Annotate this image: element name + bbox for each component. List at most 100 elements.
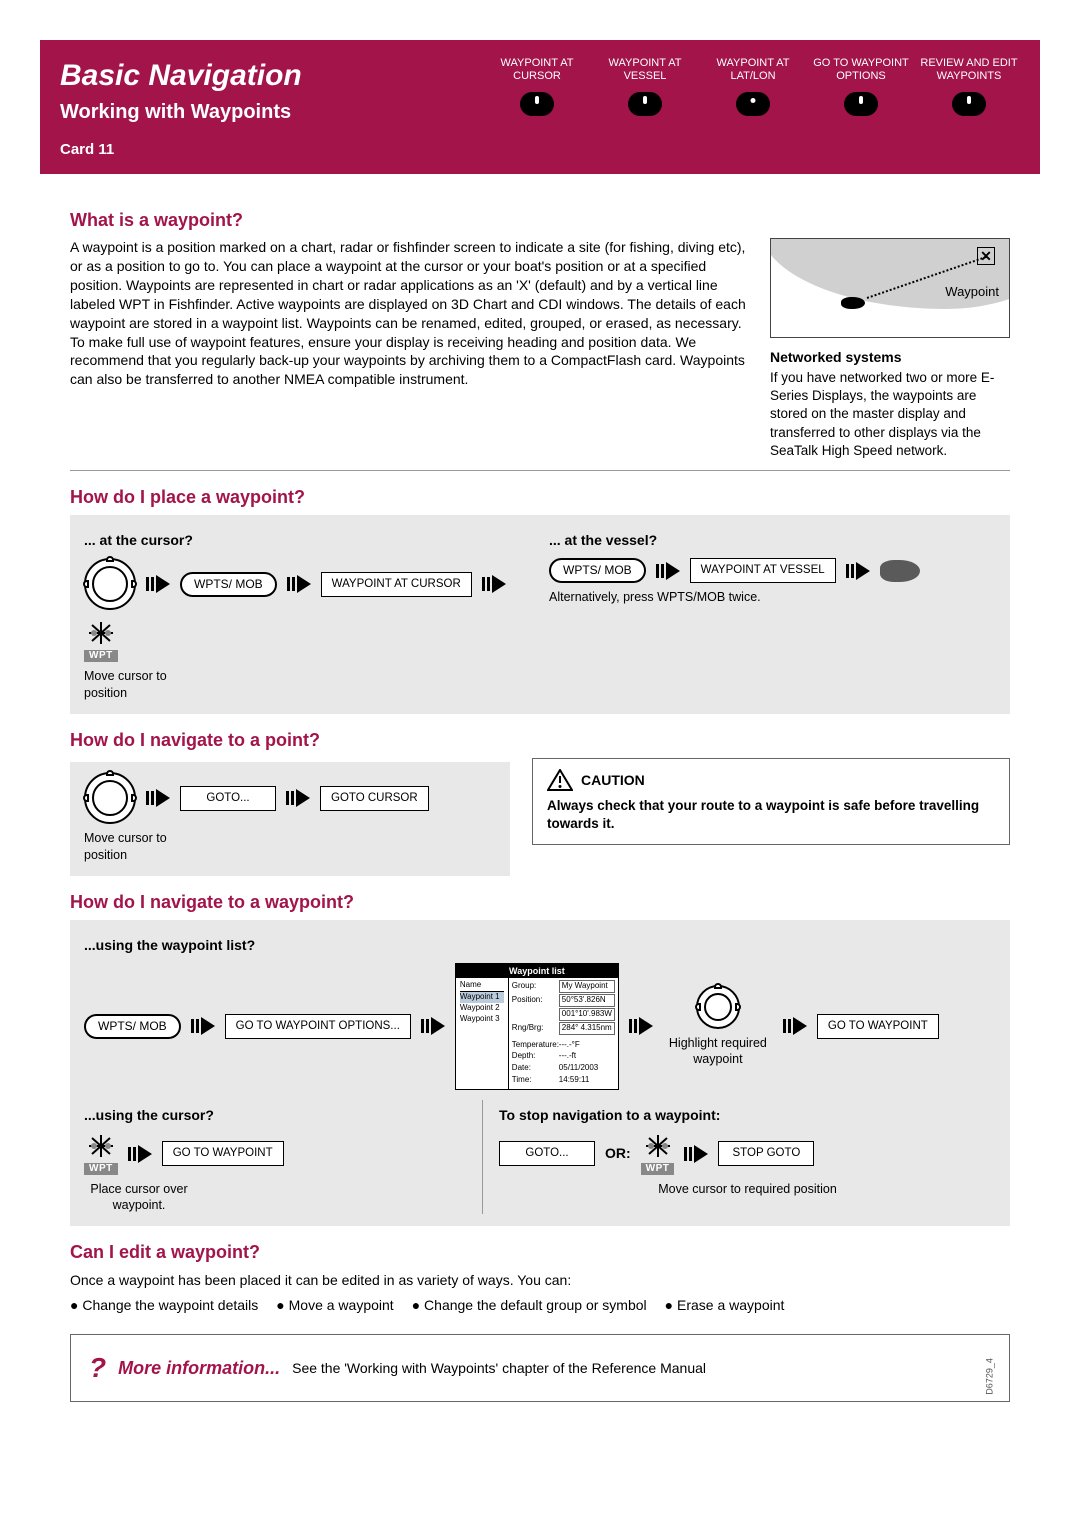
wplist-title: Waypoint list: [456, 964, 618, 978]
heading-what: What is a waypoint?: [70, 208, 1010, 232]
navpoint-panel: GOTO... GOTO CURSOR Move cursor to posit…: [70, 762, 510, 876]
wplist-group: My Waypoint: [559, 980, 615, 993]
wplist-item[interactable]: Waypoint 2: [460, 1003, 504, 1014]
wpts-mob-key[interactable]: WPTS/ MOB: [549, 558, 646, 583]
softkey-button[interactable]: [520, 92, 554, 116]
bullet-item: Move a waypoint: [276, 1296, 393, 1315]
trackpad-icon: [696, 985, 740, 1029]
wplist-pos1: 50°53'.826N: [559, 994, 615, 1007]
or-text: OR:: [605, 1144, 631, 1163]
question-icon: ?: [89, 1349, 106, 1387]
trackpad-icon: [84, 772, 136, 824]
waypoint-cursor-button[interactable]: WAYPOINT AT CURSOR: [321, 572, 472, 597]
wpt-marker-icon: WPT: [641, 1133, 675, 1175]
banner: Basic Navigation Working with Waypoints …: [40, 40, 1040, 174]
bullet-item: Erase a waypoint: [665, 1296, 785, 1315]
wplist-time: 14:59:11: [559, 1075, 590, 1086]
wplist-item[interactable]: Waypoint 3: [460, 1014, 504, 1025]
more-info-box: ? More information... See the 'Working w…: [70, 1334, 1010, 1402]
wplist-item[interactable]: Waypoint 1: [460, 992, 504, 1003]
goto-waypoint-options-button[interactable]: GO TO WAYPOINT OPTIONS...: [225, 1014, 411, 1039]
goto-button[interactable]: GOTO...: [499, 1141, 595, 1166]
diagram-label: Waypoint: [945, 283, 999, 301]
arrow-icon: [846, 562, 870, 580]
warning-icon: [547, 769, 573, 791]
goto-waypoint-button[interactable]: GO TO WAYPOINT: [162, 1141, 284, 1166]
arrow-icon: [783, 1017, 807, 1035]
softkey-label: WAYPOINT AT VESSEL: [594, 56, 696, 84]
doc-code: D6729_4: [984, 1358, 996, 1395]
networked-body: If you have networked two or more E-Seri…: [770, 369, 1010, 460]
arrow-icon: [287, 575, 311, 593]
waypoint-list: Waypoint list Name Waypoint 1 Waypoint 2…: [455, 963, 619, 1090]
place-vessel-label: ... at the vessel?: [549, 531, 996, 550]
arrow-icon: [684, 1145, 708, 1163]
heading-place: How do I place a waypoint?: [70, 485, 1010, 509]
place-cursor-label: ... at the cursor?: [84, 531, 531, 550]
softkey-button[interactable]: [952, 92, 986, 116]
boat-icon: [841, 297, 865, 309]
heading-navwp: How do I navigate to a waypoint?: [70, 890, 1010, 914]
arrow-icon: [128, 1145, 152, 1163]
stop-goto-button[interactable]: STOP GOTO: [718, 1141, 814, 1166]
softkey-button[interactable]: [844, 92, 878, 116]
caution-box: CAUTION Always check that your route to …: [532, 758, 1010, 844]
heading-navpoint: How do I navigate to a point?: [70, 728, 1010, 752]
trackpad-icon: [84, 558, 136, 610]
edit-intro: Once a waypoint has been placed it can b…: [70, 1271, 1010, 1290]
cursor-label: ...using the cursor?: [84, 1106, 464, 1125]
caution-title: CAUTION: [581, 771, 645, 790]
networked-heading: Networked systems: [770, 348, 1010, 367]
move-cursor-note2: Move cursor to required position: [499, 1181, 996, 1198]
arrow-icon: [421, 1017, 445, 1035]
highlight-note: Highlight required waypoint: [663, 1035, 773, 1069]
more-info-label: More information...: [118, 1356, 280, 1380]
wplist-col-header: Name: [460, 980, 504, 992]
waypoint-x-icon: ✕: [977, 247, 995, 265]
wplist-rngbrg: 284° 4.315nm: [559, 1022, 615, 1035]
softkey-label: GO TO WAYPOINT OPTIONS: [810, 56, 912, 84]
wplist-temp: ---.-°F: [559, 1040, 580, 1051]
edit-bullets: Change the waypoint details Move a waypo…: [70, 1296, 1010, 1315]
caution-body: Always check that your route to a waypoi…: [547, 797, 995, 833]
wpt-tag: WPT: [641, 1163, 675, 1175]
move-cursor-note: Move cursor to position: [84, 830, 174, 864]
bullet-item: Change the default group or symbol: [412, 1296, 647, 1315]
goto-waypoint-button[interactable]: GO TO WAYPOINT: [817, 1014, 939, 1039]
wpt-tag: WPT: [84, 650, 118, 662]
waypoint-diagram: ✕ Waypoint: [770, 238, 1010, 338]
arrow-icon: [656, 562, 680, 580]
softkey-button[interactable]: [628, 92, 662, 116]
banner-title: Basic Navigation: [60, 56, 302, 97]
banner-subtitle: Working with Waypoints: [60, 99, 302, 126]
arrow-icon: [482, 575, 506, 593]
arrow-icon: [286, 789, 310, 807]
list-label: ...using the waypoint list?: [84, 936, 996, 955]
wpt-tag: WPT: [84, 1163, 118, 1175]
wplist-pos2: 001°10'.983W: [559, 1008, 615, 1021]
arrow-icon: [191, 1017, 215, 1035]
softkey-label: WAYPOINT AT LAT/LON: [702, 56, 804, 84]
boat-icon: [880, 560, 920, 582]
banner-card: Card 11: [60, 140, 302, 160]
stop-label: To stop navigation to a waypoint:: [499, 1106, 996, 1125]
goto-cursor-button[interactable]: GOTO CURSOR: [320, 786, 429, 811]
softkey-button[interactable]: [736, 92, 770, 116]
arrow-icon: [629, 1017, 653, 1035]
goto-button[interactable]: GOTO...: [180, 786, 276, 811]
softkey-label: WAYPOINT AT CURSOR: [486, 56, 588, 84]
bullet-item: Change the waypoint details: [70, 1296, 258, 1315]
place-panel: ... at the cursor? WPTS/ MOB WAYPOINT AT…: [70, 515, 1010, 714]
body-what: A waypoint is a position marked on a cha…: [70, 238, 748, 389]
wpts-mob-key[interactable]: WPTS/ MOB: [84, 1014, 181, 1039]
arrow-icon: [146, 789, 170, 807]
wpt-marker-icon: WPT: [84, 620, 118, 662]
heading-edit: Can I edit a waypoint?: [70, 1240, 1010, 1264]
navwp-panel: ...using the waypoint list? WPTS/ MOB GO…: [70, 920, 1010, 1226]
wpts-mob-key[interactable]: WPTS/ MOB: [180, 572, 277, 597]
waypoint-vessel-button[interactable]: WAYPOINT AT VESSEL: [690, 558, 836, 583]
alt-note: Alternatively, press WPTS/MOB twice.: [549, 589, 996, 606]
more-info-text: See the 'Working with Waypoints' chapter…: [292, 1359, 706, 1378]
wplist-date: 05/11/2003: [559, 1063, 598, 1074]
wplist-depth: ---.-ft: [559, 1051, 576, 1062]
